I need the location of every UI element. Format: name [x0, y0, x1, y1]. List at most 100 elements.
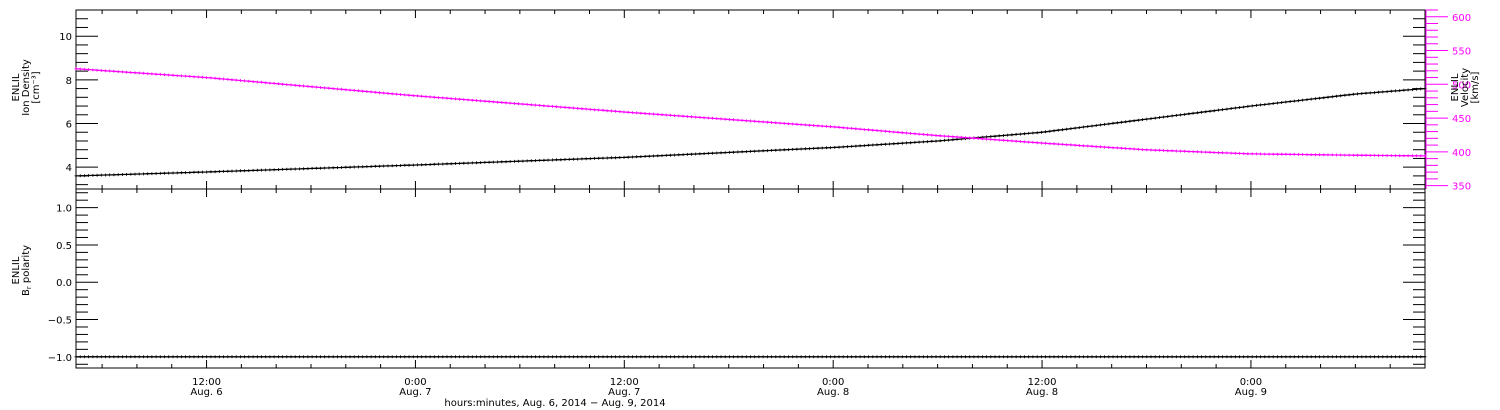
- series-marker: [74, 67, 78, 71]
- series-marker: [163, 355, 166, 359]
- series-marker: [133, 172, 137, 176]
- series-marker: [483, 355, 487, 359]
- series-marker: [365, 355, 369, 359]
- series-marker: [108, 355, 112, 359]
- series-marker: [1141, 355, 1145, 359]
- series-marker: [1381, 90, 1385, 94]
- series-marker: [622, 155, 626, 159]
- series-marker: [1259, 152, 1263, 156]
- series-marker: [201, 170, 204, 174]
- series-marker: [1372, 355, 1376, 359]
- series-marker: [479, 99, 483, 103]
- series-marker: [685, 115, 689, 118]
- series-marker: [378, 164, 381, 168]
- series-marker: [833, 355, 837, 359]
- series-marker: [799, 123, 803, 127]
- series-marker: [867, 128, 870, 132]
- series-marker: [942, 138, 946, 142]
- velocity-axis-title: ENLIL Velocity [km/s]: [1450, 68, 1481, 107]
- series-marker: [913, 132, 917, 136]
- series-marker: [1208, 355, 1212, 359]
- series-marker: [1301, 153, 1305, 156]
- series-marker: [445, 162, 449, 166]
- x-tick-label-time: 0:00: [1240, 377, 1262, 388]
- series-marker: [1145, 148, 1149, 152]
- series-marker: [369, 165, 373, 168]
- series-marker: [179, 74, 183, 78]
- series-marker: [483, 160, 487, 164]
- series-marker: [550, 355, 554, 359]
- series-marker: [727, 355, 731, 359]
- series-marker: [1406, 88, 1410, 92]
- series-marker: [820, 124, 824, 128]
- series-marker: [386, 164, 390, 168]
- series-marker: [989, 355, 993, 359]
- series-marker: [163, 73, 166, 77]
- series-marker: [1170, 355, 1174, 359]
- series-marker: [1103, 122, 1107, 126]
- series-marker: [1018, 355, 1022, 359]
- series-marker: [1301, 355, 1305, 359]
- series-marker: [896, 130, 900, 134]
- series-marker: [1115, 121, 1119, 125]
- series-marker: [394, 164, 398, 168]
- series-marker: [1394, 89, 1397, 93]
- series-marker: [521, 102, 525, 106]
- series-marker: [584, 157, 588, 161]
- series-marker: [778, 148, 782, 152]
- series-marker: [475, 161, 478, 165]
- series-marker: [1415, 355, 1419, 359]
- series-marker: [597, 156, 601, 160]
- series-marker: [496, 100, 500, 104]
- series-marker: [593, 108, 596, 112]
- series-marker: [323, 355, 327, 359]
- series-marker: [677, 114, 681, 118]
- polarity-axis-tick-label: 0.5: [56, 241, 72, 252]
- series-marker: [1313, 97, 1317, 101]
- series-marker: [567, 106, 571, 110]
- density-axis-title-line: Ion Density: [21, 59, 32, 116]
- series-marker: [618, 355, 622, 359]
- series-marker: [1284, 355, 1288, 359]
- series-marker: [306, 355, 310, 359]
- series-marker: [609, 355, 613, 359]
- series-marker: [740, 355, 744, 359]
- series-marker: [462, 98, 466, 101]
- series-marker: [87, 68, 91, 72]
- series-marker: [213, 170, 217, 174]
- series-marker: [264, 168, 268, 172]
- series-marker: [694, 152, 698, 156]
- series-marker: [323, 166, 327, 170]
- series-marker: [529, 159, 533, 163]
- series-marker: [91, 68, 95, 72]
- series-marker: [1313, 355, 1317, 359]
- series-marker: [1394, 154, 1397, 158]
- series-marker: [1208, 150, 1212, 154]
- series-marker: [1212, 355, 1216, 359]
- series-marker: [795, 122, 799, 126]
- series-marker: [285, 167, 289, 171]
- series-marker: [361, 165, 365, 169]
- series-marker: [765, 355, 769, 359]
- series-marker: [765, 120, 769, 124]
- series-marker: [1200, 150, 1204, 154]
- series-marker: [795, 147, 799, 151]
- series-marker: [491, 160, 495, 164]
- series-marker: [1145, 355, 1149, 359]
- series-marker: [1322, 355, 1326, 359]
- series-marker: [740, 150, 744, 154]
- series-marker: [871, 143, 875, 147]
- series-marker: [222, 355, 225, 359]
- series-marker: [846, 145, 849, 149]
- series-marker: [201, 75, 204, 79]
- series-marker: [302, 84, 306, 88]
- series-marker: [1090, 124, 1094, 128]
- density-axis-tick-label: 10: [59, 32, 72, 43]
- series-marker: [601, 156, 605, 160]
- series-marker: [487, 160, 491, 164]
- series-marker: [1356, 153, 1359, 157]
- series-marker: [622, 110, 626, 114]
- series-marker: [1098, 355, 1102, 359]
